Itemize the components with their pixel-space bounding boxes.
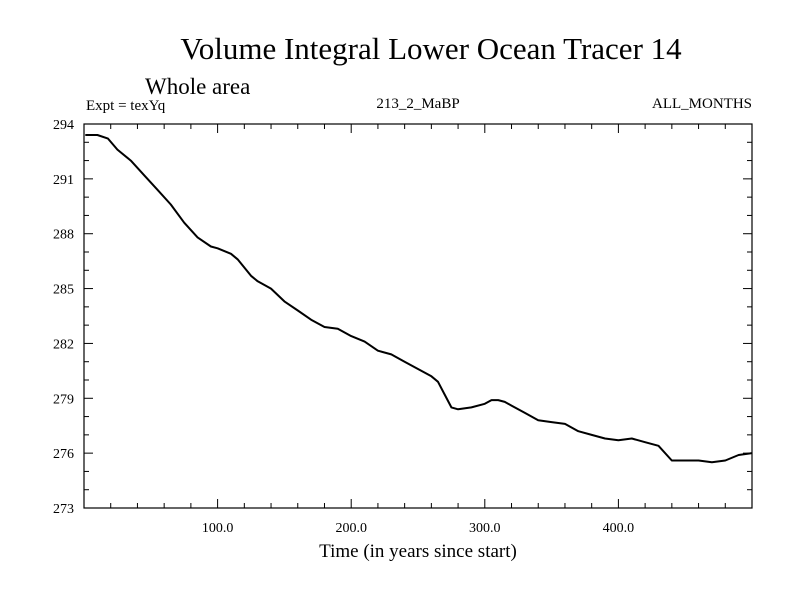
series-line [85, 134, 753, 464]
expt-label: Expt = texYq [86, 98, 166, 114]
x-tick-label: 400.0 [603, 521, 635, 536]
y-tick-label: 273 [53, 502, 74, 517]
y-tick-label: 279 [53, 392, 74, 407]
center-label: 213_2_MaBP [376, 96, 459, 112]
y-tick-label: 288 [53, 228, 74, 243]
series-group [85, 134, 753, 464]
y-tick-label: 291 [53, 173, 74, 188]
y-axis: 273 276 279 282 285 288 291 294 [53, 118, 752, 517]
x-tick-label: 200.0 [335, 521, 367, 536]
plot-frame [83, 123, 753, 509]
x-axis: 100.0 200.0 300.0 400.0 [110, 124, 726, 536]
y-tick-label: 282 [53, 337, 74, 352]
x-tick-label: 100.0 [202, 521, 234, 536]
chart-subtitle: Whole area [145, 74, 250, 99]
right-label: ALL_MONTHS [652, 96, 752, 112]
y-tick-label: 276 [53, 447, 74, 462]
x-tick-label: 300.0 [469, 521, 501, 536]
x-axis-label: Time (in years since start) [319, 541, 517, 562]
chart-title: Volume Integral Lower Ocean Tracer 14 [180, 31, 682, 66]
y-tick-label: 285 [53, 283, 74, 298]
y-tick-label: 294 [53, 118, 74, 133]
